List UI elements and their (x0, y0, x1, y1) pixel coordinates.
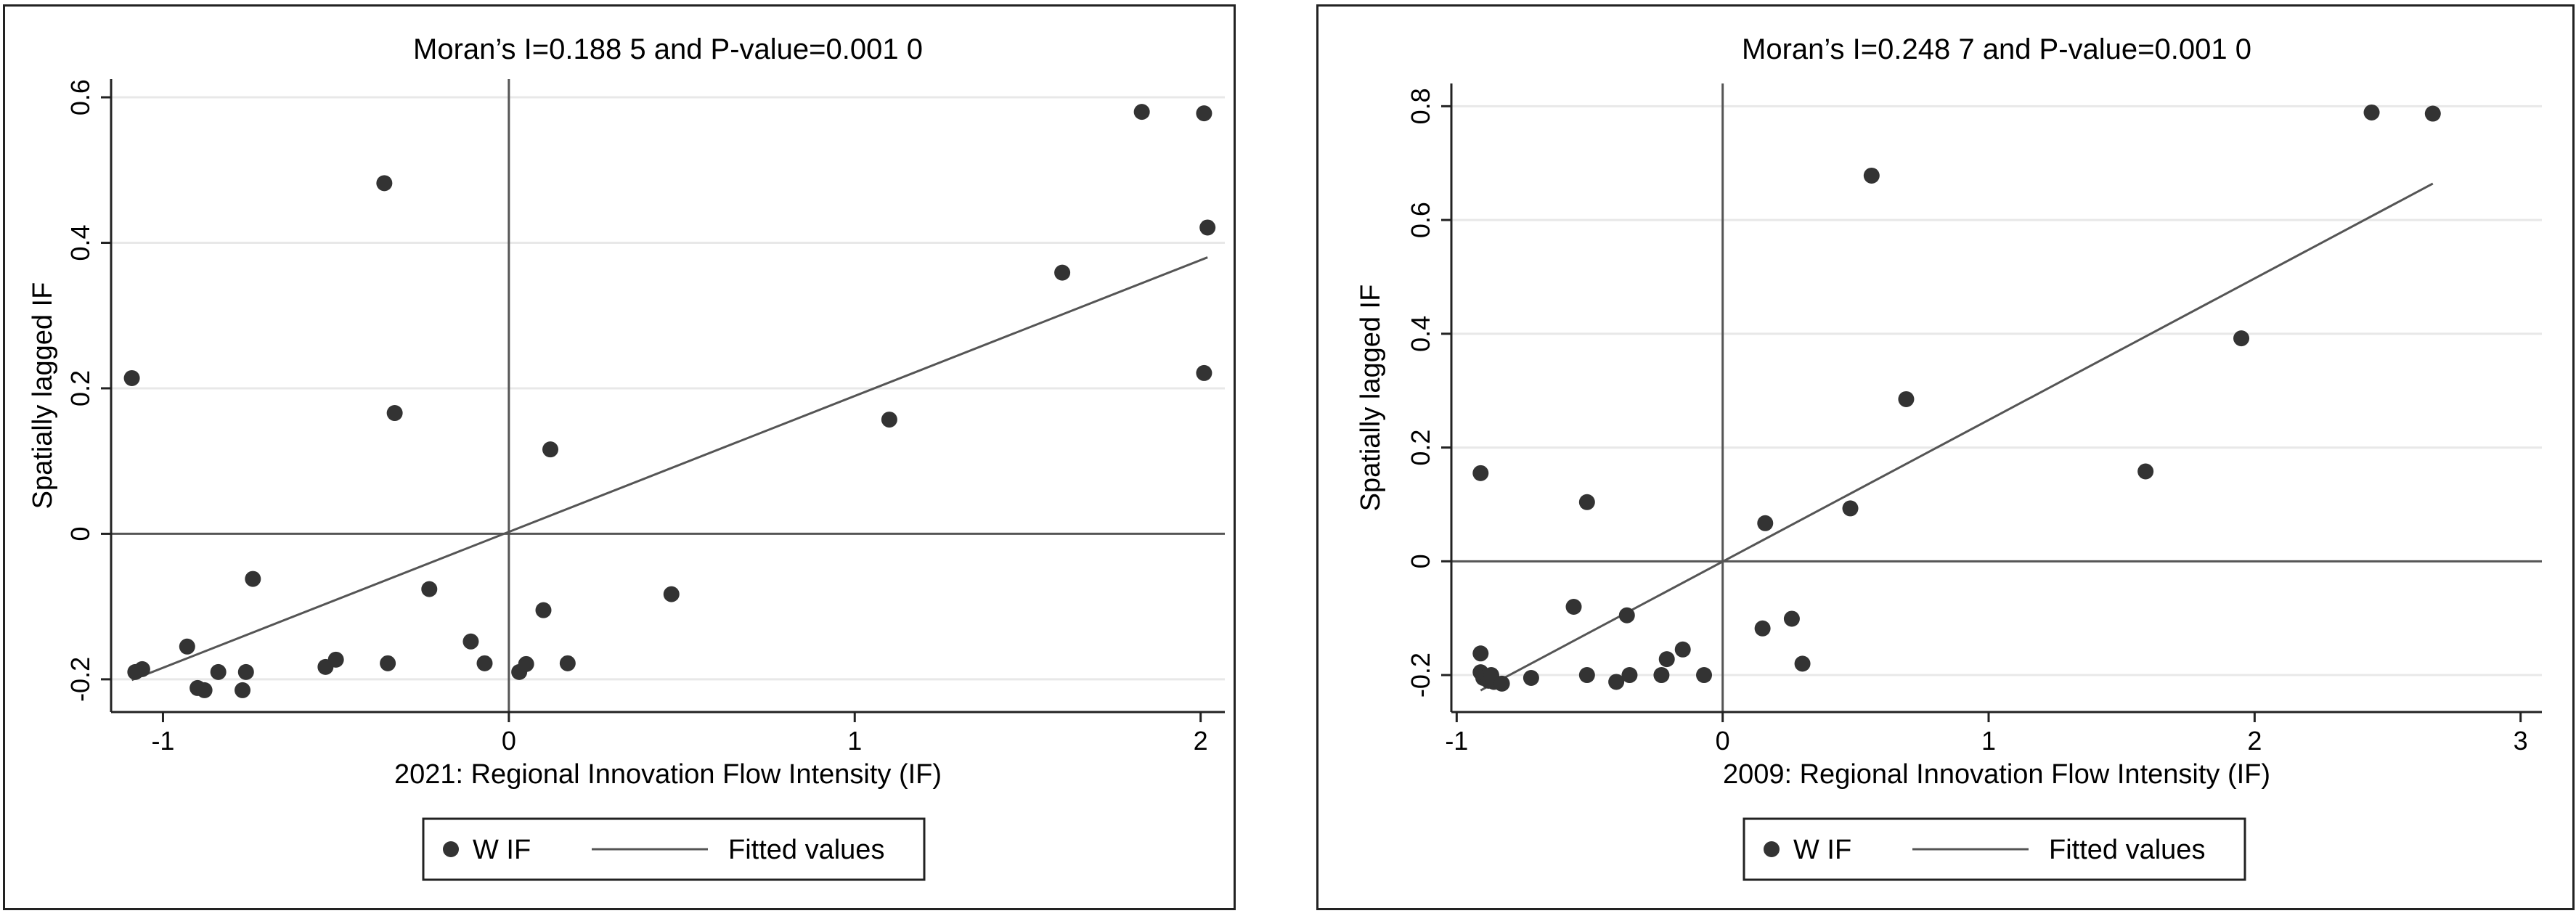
data-point (196, 682, 213, 698)
data-point (421, 581, 438, 597)
data-point (380, 655, 396, 671)
x-tick-label: 2 (1194, 726, 1208, 756)
data-point (1608, 674, 1625, 690)
data-point (1565, 599, 1582, 616)
data-point (881, 412, 897, 428)
x-tick-label: -1 (1445, 726, 1468, 756)
y-tick-label: 0.6 (1406, 202, 1435, 238)
x-axis-label: 2009: Regional Innovation Flow Intensity… (1723, 759, 2270, 790)
data-point (663, 586, 680, 602)
data-point (1863, 167, 1880, 184)
data-point (386, 405, 403, 422)
x-tick-label: -1 (151, 726, 174, 756)
legend-marker-w-if (443, 841, 459, 857)
data-point (1754, 620, 1771, 637)
data-point (2424, 105, 2441, 122)
y-tick-label: 0.6 (65, 79, 95, 115)
data-point (1783, 610, 1800, 627)
x-tick-label: 0 (502, 726, 516, 756)
fitted-values-line (131, 256, 1208, 682)
chart-panel-2021: -1 0 1 2 -0.2 0 0.2 0.4 0.6 Moran’s I=0.188 5 and… (3, 4, 1236, 910)
x-tick-label: 3 (2514, 726, 2528, 756)
y-axis-label: Spatially lagged IF (28, 282, 58, 510)
x-tick-label: 0 (1716, 726, 1730, 756)
data-point (2233, 330, 2250, 347)
data-point (1199, 219, 1216, 236)
data-point (1842, 500, 1859, 517)
data-point (1757, 515, 1774, 531)
data-point (518, 655, 534, 672)
y-axis-label: Spatially lagged IF (1356, 285, 1386, 512)
data-point (237, 663, 254, 680)
data-point (1653, 667, 1670, 684)
data-point (1898, 390, 1915, 407)
data-point (123, 369, 140, 386)
data-point (1674, 641, 1691, 658)
y-tick-label: 0.4 (1406, 316, 1435, 352)
x-tick-label: 1 (847, 726, 862, 756)
data-point (476, 655, 493, 671)
legend-label-fitted: Fitted values (728, 835, 884, 865)
chart-title: Moran’s I=0.188 5 and P-value=0.001 0 (413, 33, 923, 65)
chart-title: Moran’s I=0.248 7 and P-value=0.001 0 (1742, 33, 2251, 65)
data-point (1658, 651, 1675, 668)
data-point (327, 651, 344, 668)
chart-panel-2009: -1 0 1 2 3 -0.2 0 0.2 0.4 0.6 0.8 Moran’s I=0.248 7… (1316, 4, 2575, 910)
data-point (1621, 667, 1638, 684)
legend-label-fitted: Fitted values (2049, 835, 2205, 865)
scatter-chart-2021: -1 0 1 2 -0.2 0 0.2 0.4 0.6 Moran’s I=0.188 5 and… (28, 33, 1225, 881)
data-point (235, 682, 251, 698)
data-point (210, 663, 227, 680)
data-point (1578, 494, 1595, 510)
data-point (1472, 645, 1489, 662)
y-tick-label: -0.2 (1406, 653, 1435, 698)
y-tick-label: 0.2 (65, 370, 95, 406)
y-tick-label: 0.2 (1406, 430, 1435, 466)
data-point (134, 661, 150, 677)
y-tick-label: 0.8 (1406, 88, 1435, 124)
data-point (1054, 264, 1071, 281)
y-tick-label: -0.2 (65, 657, 95, 702)
data-point (1618, 607, 1635, 623)
data-point (245, 571, 261, 587)
data-point (1794, 655, 1811, 672)
fitted-values-line (1480, 182, 2434, 692)
data-point (179, 638, 195, 655)
data-point (2363, 104, 2380, 120)
y-tick-label: 0.4 (65, 224, 95, 261)
data-point (1133, 104, 1150, 120)
data-point (1696, 667, 1713, 684)
scatter-chart-2009: -1 0 1 2 3 -0.2 0 0.2 0.4 0.6 0.8 Moran’s I=0.248 7… (1356, 33, 2542, 881)
data-point (462, 633, 479, 650)
legend-label-w-if: W IF (1793, 835, 1851, 865)
data-point (559, 655, 576, 671)
data-point (535, 602, 552, 618)
data-point (376, 175, 393, 192)
data-point (1196, 364, 1212, 381)
legend-label-w-if: W IF (473, 835, 531, 865)
y-tick-label: 0 (65, 526, 95, 541)
legend-marker-w-if (1764, 841, 1780, 857)
x-axis-label: 2021: Regional Innovation Flow Intensity… (394, 759, 942, 790)
data-point (1493, 675, 1510, 692)
data-point (542, 441, 559, 458)
data-point (1472, 465, 1489, 481)
x-tick-label: 2 (2247, 726, 2262, 756)
data-point (1578, 667, 1595, 684)
y-tick-label: 0 (1406, 554, 1435, 568)
data-point (1523, 669, 1539, 686)
data-point (1196, 105, 1212, 122)
x-tick-label: 1 (1981, 726, 1996, 756)
data-point (2137, 463, 2154, 480)
